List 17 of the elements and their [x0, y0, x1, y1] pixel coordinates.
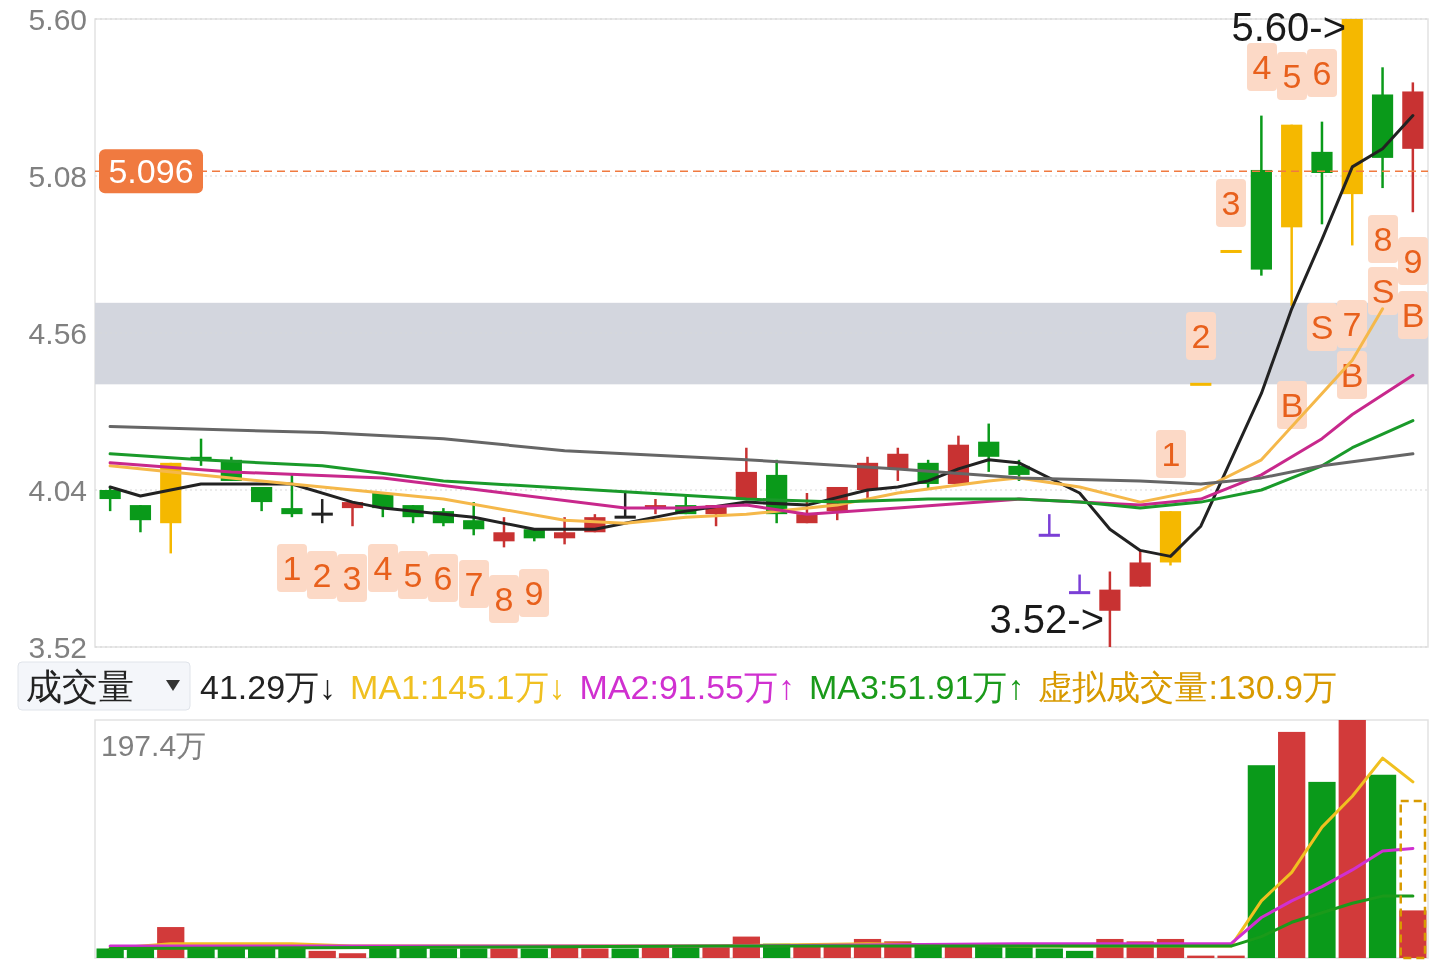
- text: MA3:51.91万↑: [809, 668, 1025, 706]
- annotation: 3.52->: [989, 597, 1104, 641]
- text: MA2:91.55万↑: [579, 668, 795, 706]
- ref-line-label: 5.096: [108, 152, 194, 191]
- text: 虚拟成交量:130.9万: [1038, 668, 1337, 706]
- text: MA1:145.1万↓: [350, 668, 566, 706]
- y-tick-label: 5.60: [28, 3, 87, 36]
- annotation: 197.4万: [101, 729, 207, 762]
- y-tick-label: 4.04: [28, 474, 87, 507]
- y-tick-label: 4.56: [28, 317, 87, 350]
- chart-title: 成交量: [26, 666, 134, 707]
- text: 41.29万↓: [200, 668, 337, 706]
- line-series: [108, 425, 1415, 486]
- line-series: [108, 419, 1415, 510]
- line-series: [108, 307, 1385, 525]
- y-tick-label: 5.08: [28, 160, 87, 193]
- y-tick-label: 3.52: [28, 631, 87, 664]
